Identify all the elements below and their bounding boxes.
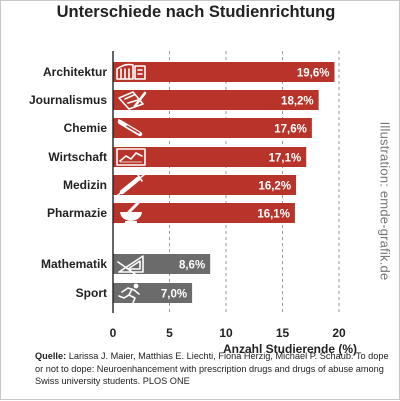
syringe-icon	[117, 173, 146, 196]
value-label: 8,6%	[179, 260, 205, 272]
building-icon	[116, 63, 146, 80]
bar	[113, 175, 297, 195]
category-label: Sport	[76, 286, 107, 300]
bar	[113, 147, 307, 167]
value-label: 17,1%	[269, 153, 302, 165]
source-label: Quelle:	[35, 351, 67, 361]
set-square-icon	[117, 255, 144, 275]
chart-title: Unterschiede nach Studienrichtung	[56, 3, 336, 21]
illustration-credit: Illustration: emde-grafik.de	[377, 121, 393, 281]
source-text: Larissa J. Maier, Matthias E. Liechti, F…	[35, 351, 389, 387]
bar	[113, 90, 319, 110]
bar	[113, 62, 335, 82]
value-label: 18,2%	[281, 96, 314, 108]
x-tick-label: 15	[276, 326, 290, 340]
bar	[113, 118, 312, 138]
value-label: 7,0%	[161, 289, 187, 301]
runner-icon	[118, 283, 140, 304]
x-tick-label: 5	[166, 326, 173, 340]
category-label: Pharmazie	[47, 206, 107, 220]
x-tick-label: 20	[332, 326, 346, 340]
source-note: Quelle: Larissa J. Maier, Matthias E. Li…	[35, 350, 391, 388]
test-tube-icon	[117, 119, 143, 137]
mortar-pestle-icon	[120, 201, 142, 223]
value-label: 16,1%	[257, 209, 290, 221]
bar	[113, 283, 193, 303]
category-label: Medizin	[63, 178, 107, 192]
category-label: Wirtschaft	[48, 150, 107, 164]
category-label: Architektur	[43, 65, 107, 79]
growth-chart-icon	[116, 148, 146, 166]
value-label: 17,6%	[274, 124, 307, 136]
category-label: Mathematik	[41, 257, 107, 271]
category-label: Journalismus	[29, 93, 107, 107]
category-label: Chemie	[64, 121, 108, 135]
newspaper-pen-icon	[118, 91, 147, 110]
value-label: 19,6%	[297, 68, 330, 80]
x-axis-label: Anzahl Studierende (%)	[223, 342, 357, 356]
value-label: 16,2%	[258, 181, 291, 193]
x-tick-label: 10	[219, 326, 233, 340]
bar	[113, 203, 295, 223]
x-tick-label: 0	[110, 326, 117, 340]
